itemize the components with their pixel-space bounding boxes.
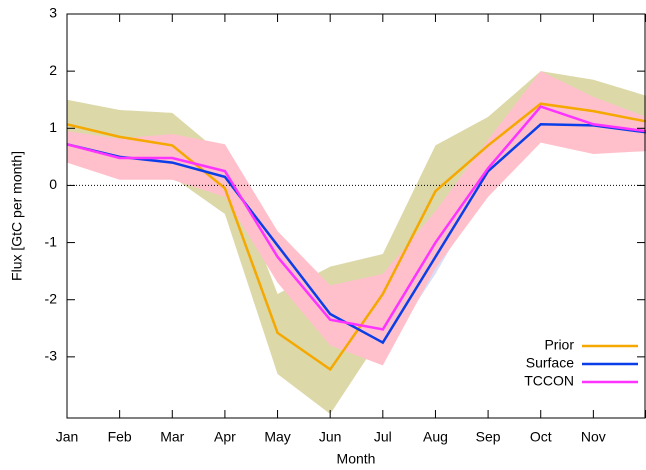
legend-label: Surface [526, 355, 574, 371]
x-tick-label: Mar [160, 429, 184, 445]
x-tick-label: Feb [108, 429, 132, 445]
series-line [66, 123, 646, 345]
series-line [66, 102, 646, 372]
y-tick-label: -2 [45, 290, 58, 306]
x-tick-label: Jul [374, 429, 392, 445]
x-tick-label: Oct [530, 429, 552, 445]
x-tick-label: May [264, 429, 290, 445]
x-tick-label: Nov [581, 429, 606, 445]
y-tick-label: 0 [49, 176, 57, 192]
x-tick-label: Jun [319, 429, 342, 445]
uncertainty-band [67, 71, 646, 366]
x-tick-label: Aug [423, 429, 448, 445]
x-axis-label: Month [337, 451, 376, 467]
x-tick-label: Sep [476, 429, 501, 445]
series-line [66, 105, 646, 331]
y-tick-label: -3 [45, 348, 58, 364]
legend-label: Prior [544, 337, 574, 353]
y-tick-label: 2 [49, 62, 57, 78]
y-tick-label: 3 [49, 5, 57, 21]
y-axis-label: Flux [GtC per month] [9, 151, 25, 281]
legend-label: TCCON [524, 373, 574, 389]
x-tick-label: Jan [56, 429, 79, 445]
plot-frame [66, 13, 646, 419]
y-tick-label: -1 [45, 233, 58, 249]
y-tick-label: 1 [49, 119, 57, 135]
x-tick-label: Apr [214, 429, 236, 445]
